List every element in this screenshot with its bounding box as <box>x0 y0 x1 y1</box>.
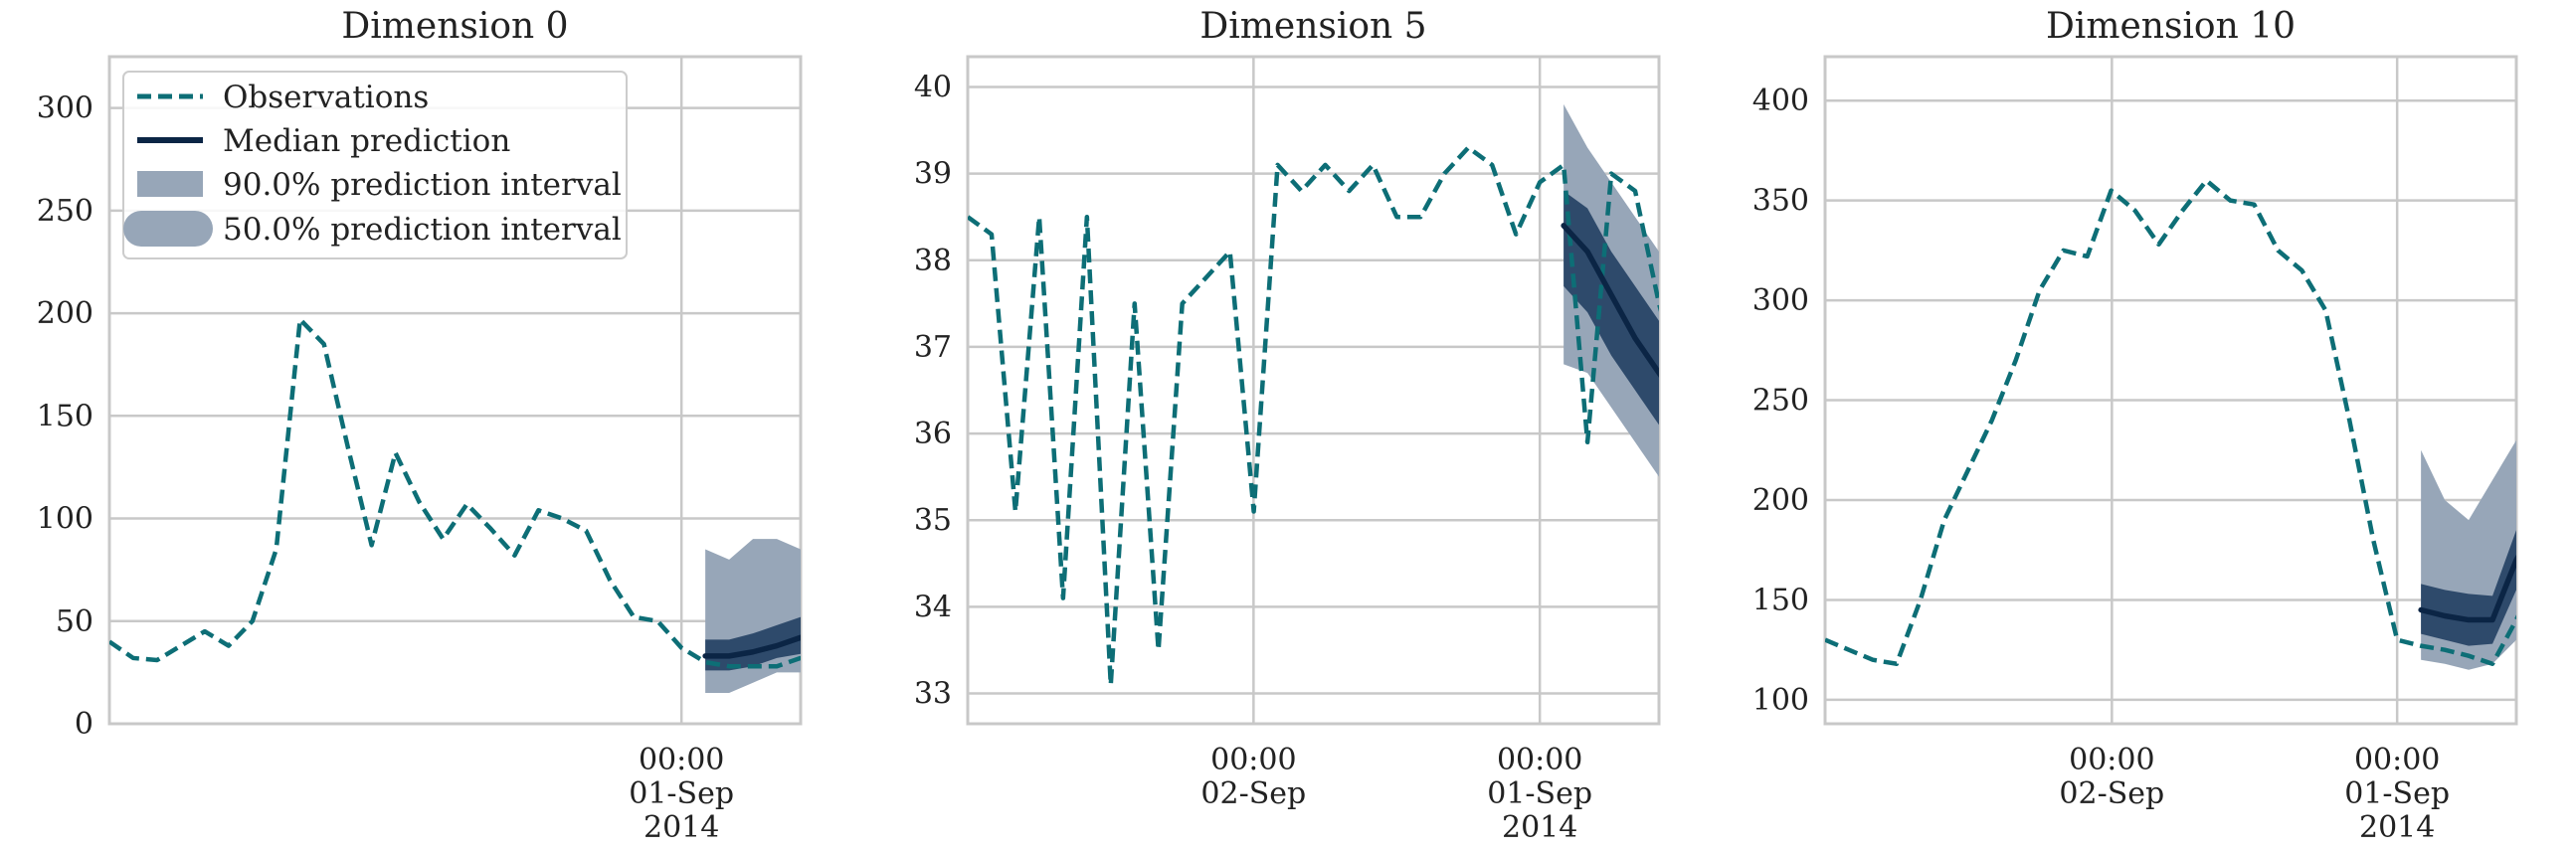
x-tick-label: 00:00 <box>639 743 724 777</box>
y-tick-label: 40 <box>914 71 952 105</box>
legend-interval50-swatch <box>123 211 213 247</box>
panel-title: Dimension 5 <box>1199 6 1426 47</box>
y-tick-label: 35 <box>914 503 952 538</box>
panel-1: Dimension 5333435363738394000:0001-Sep20… <box>914 6 2164 845</box>
y-tick-label: 100 <box>1752 683 1809 718</box>
legend-interval90-label: 90.0% prediction interval <box>223 167 622 203</box>
y-tick-label: 36 <box>914 417 952 451</box>
observations-line <box>1825 178 2516 666</box>
axes-frame <box>107 55 803 726</box>
y-tick-label: 250 <box>37 194 93 229</box>
y-tick-label: 50 <box>56 604 93 639</box>
x-tick-label: 01-Sep <box>629 776 734 811</box>
y-tick-label: 37 <box>914 330 952 365</box>
x-tick-label: 02-Sep <box>2059 776 2164 811</box>
x-tick-label: 2014 <box>1502 810 1577 845</box>
plot-area <box>109 317 801 694</box>
y-tick-label: 100 <box>37 502 93 537</box>
median-line <box>2418 554 2516 623</box>
axes-frame <box>966 55 1661 726</box>
y-tick-label: 39 <box>914 157 952 192</box>
x-tick-label: 00:00 <box>1210 743 1296 777</box>
x-tick-label: 2014 <box>644 810 719 845</box>
panel-2: Dimension 1010015020025030035040000:0001… <box>1752 6 2518 845</box>
legend-observations-label: Observations <box>223 80 429 115</box>
y-tick-label: 250 <box>1752 384 1809 419</box>
y-tick-label: 200 <box>37 296 93 331</box>
x-tick-label: 01-Sep <box>2344 776 2450 811</box>
legend-interval90-swatch <box>137 171 203 197</box>
x-tick-label: 01-Sep <box>1487 776 1592 811</box>
panel-0: Dimension 005010015020025030000:0001-Sep… <box>37 6 1307 845</box>
x-tick-label: 00:00 <box>1497 743 1582 777</box>
y-tick-label: 0 <box>75 707 93 742</box>
y-tick-label: 200 <box>1752 483 1809 518</box>
observations-line <box>109 317 801 669</box>
y-tick-label: 300 <box>1752 283 1809 318</box>
plot-area <box>968 103 1659 688</box>
median-line <box>702 634 801 659</box>
y-tick-label: 34 <box>914 590 952 624</box>
axes-frame <box>1823 55 2518 726</box>
panel-title: Dimension 0 <box>341 6 568 47</box>
y-tick-label: 150 <box>37 399 93 433</box>
legend-interval50-label: 50.0% prediction interval <box>223 212 622 248</box>
x-tick-label: 2014 <box>2359 810 2435 845</box>
x-tick-label: 02-Sep <box>1200 776 1306 811</box>
legend-median-label: Median prediction <box>223 123 510 159</box>
y-tick-label: 38 <box>914 244 952 278</box>
x-tick-label: 00:00 <box>2069 743 2154 777</box>
y-tick-label: 150 <box>1752 583 1809 617</box>
legend-box <box>122 71 628 259</box>
panel-title: Dimension 10 <box>2046 6 2296 47</box>
y-tick-label: 33 <box>914 677 952 712</box>
observations-line <box>968 145 1659 688</box>
legend: Observations Median prediction 90.0% pre… <box>122 71 628 259</box>
y-tick-label: 350 <box>1752 184 1809 219</box>
y-tick-label: 400 <box>1752 84 1809 118</box>
x-tick-label: 00:00 <box>2354 743 2440 777</box>
y-tick-label: 300 <box>37 91 93 126</box>
median-line <box>1561 223 1659 378</box>
plot-area <box>1825 178 2516 670</box>
